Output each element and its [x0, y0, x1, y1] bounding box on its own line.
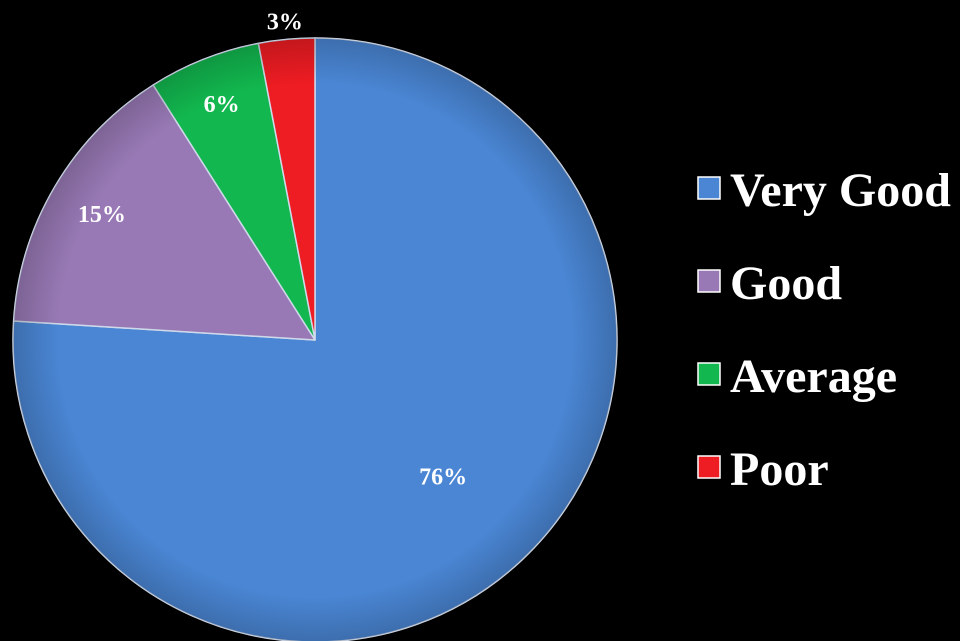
data-label-good: 15% — [78, 202, 126, 228]
data-label-very-good: 76% — [419, 464, 467, 490]
data-label-average: 6% — [204, 92, 240, 118]
data-label-poor: 3% — [267, 9, 303, 35]
legend-label-average: Average — [730, 350, 897, 403]
legend-label-poor: Poor — [730, 443, 829, 496]
legend-label-very-good: Very Good — [730, 164, 951, 217]
legend-swatch-poor — [697, 455, 721, 479]
legend: Very Good Good Average Poor — [697, 164, 951, 496]
legend-swatch-average — [697, 362, 721, 386]
legend-label-good: Good — [730, 257, 842, 310]
pie-slice-labels: 76% 15% 6% 3% — [78, 9, 467, 490]
legend-swatch-very-good — [697, 176, 721, 200]
legend-swatch-good — [697, 269, 721, 293]
pie-slices — [12, 37, 618, 641]
